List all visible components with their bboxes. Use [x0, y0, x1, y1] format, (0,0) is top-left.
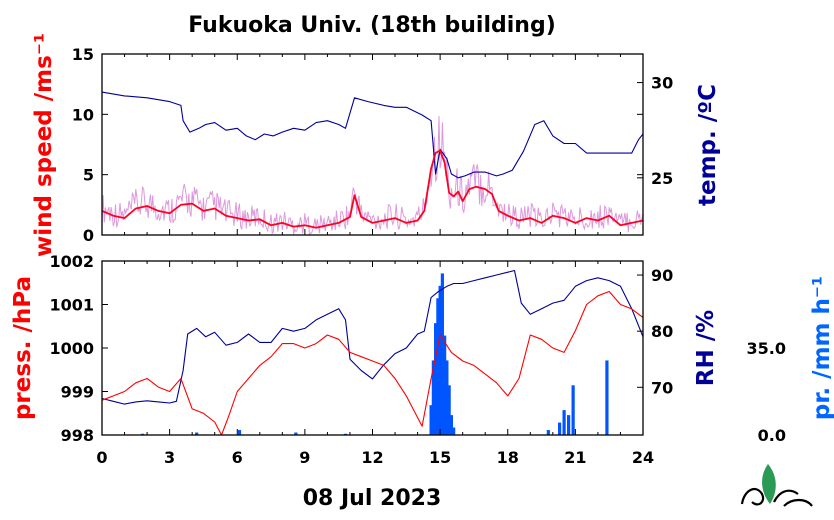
top-right-axis: 25 30: [637, 74, 673, 188]
precip-bar: [440, 273, 444, 435]
precip-bar: [447, 385, 451, 435]
precip-bar: [562, 410, 566, 435]
precip-bar: [443, 335, 447, 435]
temperature-axis-label: temp. /ºC: [695, 84, 721, 206]
pressure-tick-label: 998: [61, 426, 94, 445]
precip-bar: [557, 422, 562, 435]
precip-bar: [571, 385, 575, 435]
x-tick-label: 3: [164, 448, 175, 467]
logo-leaf-icon: [762, 464, 776, 504]
logo-swoosh-icon: [740, 487, 813, 507]
x-tick-label: 18: [497, 448, 519, 467]
humidity-tick-label: 70: [651, 378, 673, 397]
precip-bar: [429, 405, 433, 435]
precip-bar: [436, 298, 440, 435]
humidity-tick-label: 90: [651, 266, 673, 285]
wind-tick-label: 0: [83, 226, 94, 245]
top-plot-area: [101, 91, 644, 236]
precip-bar: [438, 285, 442, 435]
pressure-tick-label: 999: [61, 383, 94, 402]
pressure-tick-label: 1002: [49, 252, 94, 271]
x-tick-label: 21: [564, 448, 586, 467]
x-tick-label: 6: [232, 448, 243, 467]
temperature-line: [101, 91, 644, 179]
wind-tick-label: 10: [72, 105, 94, 124]
precip-bar: [195, 432, 199, 435]
bottom-frame: [101, 260, 644, 436]
pressure-tick-label: 1000: [49, 339, 94, 358]
precip-bar: [431, 360, 435, 435]
temp-tick-label: 30: [651, 74, 673, 93]
humidity-tick-label: 80: [651, 322, 673, 341]
precip-axis-label: pr. /mm h⁻¹: [809, 276, 834, 420]
precip-bar: [449, 415, 453, 435]
bottom-x-axis: 0 3 6 9 12 15 18 21 24: [96, 261, 654, 467]
institute-logo: [740, 464, 813, 507]
humidity-line: [101, 269, 644, 405]
precip-bar: [434, 323, 438, 435]
precip-bar: [237, 430, 242, 435]
top-left-axis: 0 5 10 15: [72, 45, 643, 245]
precip-bar: [546, 430, 550, 435]
bottom-right-axis: 70 80 90: [637, 266, 673, 397]
pressure-rh-panel: 998 999 1000 1001 1002 70 80 90 0 3 6 9 12 15 18 21 24…: [10, 252, 834, 467]
x-tick-label: 15: [429, 448, 451, 467]
bottom-plot-area: [101, 269, 644, 436]
wind-gust-line: [101, 115, 644, 236]
pressure-tick-label: 1001: [49, 296, 94, 315]
x-tick-label: 9: [299, 448, 310, 467]
temp-tick-label: 25: [651, 169, 673, 188]
pressure-axis-label: press. /hPa: [10, 276, 36, 420]
wind-speed-avg-line: [101, 149, 644, 229]
x-axis-date-label: 08 Jul 2023: [303, 486, 442, 511]
humidity-axis-label: RH /%: [693, 310, 719, 386]
wind-speed-axis-label: wind speed /ms⁻¹: [31, 33, 57, 257]
top-x-ticks: [101, 54, 644, 235]
precip-bar: [445, 360, 449, 435]
wind-tick-label: 15: [72, 45, 94, 64]
wind-temp-panel: 0 5 10 15 25 30 wind speed /ms⁻¹ temp. /ºC: [31, 33, 721, 257]
precip-tick-label: 35.0: [747, 339, 786, 358]
pressure-line: [101, 290, 644, 436]
precip-bar: [294, 432, 298, 435]
precip-bar: [605, 360, 609, 435]
precip-tick-label: 0.0: [758, 426, 786, 445]
x-tick-label: 0: [96, 448, 107, 467]
precip-bar: [567, 415, 571, 435]
precip-axis: 0.0 35.0: [747, 339, 786, 445]
wind-tick-label: 5: [83, 166, 94, 185]
x-tick-label: 24: [632, 448, 654, 467]
bottom-left-axis: 998 999 1000 1001 1002: [49, 252, 108, 445]
precip-bar: [452, 427, 456, 435]
x-tick-label: 12: [361, 448, 383, 467]
chart-title: Fukuoka Univ. (18th building): [188, 13, 556, 38]
